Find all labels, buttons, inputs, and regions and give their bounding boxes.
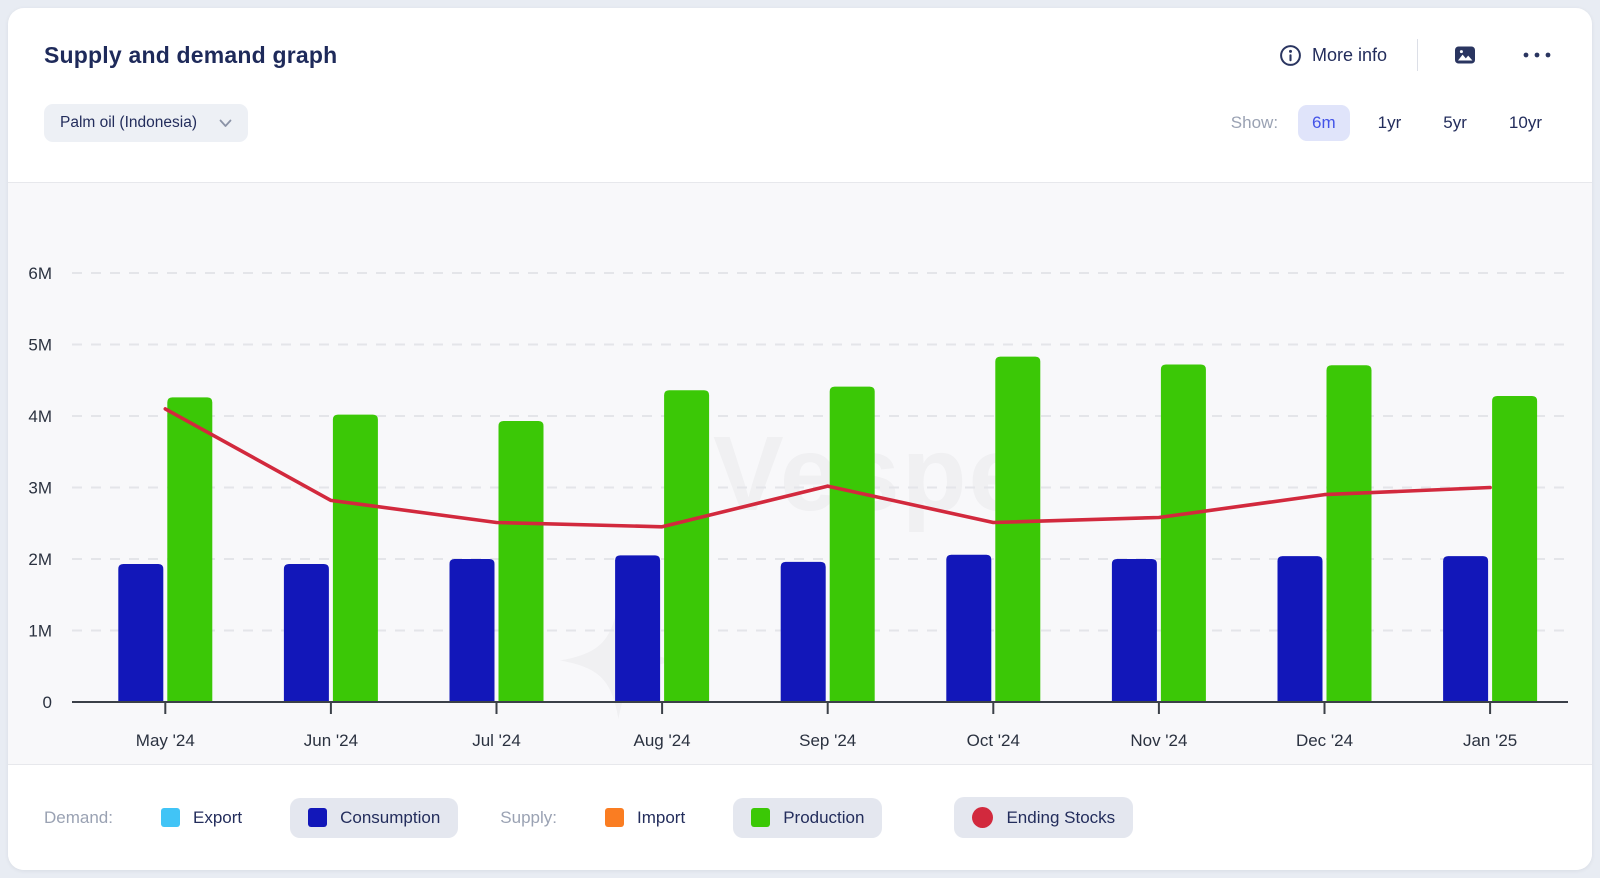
- header-actions: More info: [1279, 38, 1556, 72]
- time-range-group: Show: 6m 1yr 5yr 10yr: [1231, 105, 1556, 141]
- chevron-down-icon: [219, 119, 232, 127]
- production-swatch: [751, 808, 771, 827]
- card-header: Supply and demand graph More info: [8, 8, 1592, 72]
- production-bar[interactable]: [498, 421, 544, 702]
- x-axis-label: Nov '24: [1130, 731, 1187, 750]
- legend-item-label: Import: [637, 807, 686, 827]
- legend-item-label: Production: [783, 807, 865, 827]
- consumption-bar[interactable]: [946, 554, 992, 702]
- production-bar[interactable]: [1492, 395, 1538, 702]
- header-divider: [1417, 39, 1418, 71]
- legend-item-label: Ending Stocks: [1006, 807, 1116, 827]
- y-axis-label: 1M: [28, 622, 52, 641]
- production-bar[interactable]: [1160, 364, 1206, 702]
- legend-item-import[interactable]: Import: [587, 798, 703, 838]
- y-axis-label: 5M: [28, 336, 52, 355]
- consumption-swatch: [308, 808, 328, 827]
- ending-stocks-swatch: [972, 807, 994, 828]
- consumption-bar[interactable]: [1443, 556, 1489, 702]
- more-info-label: More info: [1311, 44, 1387, 65]
- import-swatch: [605, 808, 624, 827]
- more-options-button[interactable]: [1518, 47, 1556, 63]
- legend-row: Demand: Export Consumption Supply: Import Pro…: [8, 765, 1592, 870]
- commodity-dropdown-value: Palm oil (Indonesia): [60, 114, 197, 131]
- range-button-1yr[interactable]: 1yr: [1364, 105, 1416, 141]
- legend-item-label: Export: [192, 807, 243, 827]
- controls-row: Palm oil (Indonesia) Show: 6m 1yr 5yr 10yr: [8, 104, 1592, 142]
- x-axis-label: Dec '24: [1296, 731, 1353, 750]
- x-axis-label: May '24: [136, 731, 195, 750]
- info-icon: [1280, 44, 1301, 66]
- legend-group: Demand: Export Consumption: [44, 797, 459, 838]
- consumption-bar[interactable]: [1111, 559, 1157, 702]
- y-axis-label: 6M: [28, 264, 52, 283]
- y-axis-label: 2M: [28, 550, 52, 569]
- legend-group-label: Demand:: [44, 807, 113, 827]
- x-axis-label: Jun '24: [304, 731, 358, 750]
- consumption-bar[interactable]: [615, 555, 661, 702]
- supply-demand-card: Supply and demand graph More info: [8, 8, 1592, 870]
- show-label: Show:: [1230, 113, 1279, 132]
- production-bar[interactable]: [829, 386, 875, 702]
- range-button-6m[interactable]: 6m: [1298, 105, 1350, 141]
- consumption-bar[interactable]: [1277, 556, 1323, 702]
- ellipsis-icon: [1523, 52, 1551, 58]
- legend-group-label: Supply:: [500, 807, 557, 827]
- x-axis-label: Sep '24: [799, 731, 856, 750]
- y-axis-label: 3M: [28, 479, 52, 498]
- x-axis-label: Aug '24: [634, 731, 691, 750]
- production-bar[interactable]: [664, 390, 710, 702]
- x-axis-label: Oct '24: [967, 731, 1020, 750]
- ending-stocks-line[interactable]: [163, 407, 1492, 529]
- page-title: Supply and demand graph: [44, 41, 338, 68]
- consumption-bar[interactable]: [118, 564, 164, 702]
- legend-group: Ending Stocks: [924, 797, 1134, 838]
- chart-svg: 0 1M 2M 3M 4M 5M 6M May '24 Jun '24 Jul '24 Aug '2…: [28, 264, 1568, 750]
- range-button-5yr[interactable]: 5yr: [1429, 105, 1481, 141]
- legend-item-label: Consumption: [340, 807, 441, 827]
- production-bar[interactable]: [995, 356, 1041, 702]
- export-image-button[interactable]: [1448, 38, 1482, 72]
- production-bar[interactable]: [332, 414, 378, 702]
- production-bar[interactable]: [167, 397, 213, 702]
- range-button-10yr[interactable]: 10yr: [1495, 105, 1556, 141]
- x-axis-label: Jul '24: [472, 731, 521, 750]
- image-icon: [1455, 46, 1475, 64]
- x-axis-label: Jan '25: [1463, 731, 1517, 750]
- y-axis-label: 4M: [28, 407, 52, 426]
- commodity-dropdown[interactable]: Palm oil (Indonesia): [44, 104, 248, 142]
- legend-item-export[interactable]: Export: [143, 798, 260, 838]
- y-axis-label: 0: [43, 693, 52, 712]
- consumption-bar[interactable]: [780, 561, 826, 702]
- legend-group: Supply: Import Production: [500, 797, 883, 838]
- consumption-bar[interactable]: [449, 559, 495, 702]
- legend-item-consumption[interactable]: Consumption: [290, 797, 459, 838]
- more-info-button[interactable]: More info: [1279, 44, 1387, 67]
- legend-item-ending-stocks[interactable]: Ending Stocks: [954, 797, 1134, 838]
- consumption-bar[interactable]: [283, 564, 329, 702]
- export-swatch: [160, 808, 180, 827]
- legend-item-production[interactable]: Production: [733, 797, 883, 838]
- production-bar[interactable]: [1326, 365, 1372, 702]
